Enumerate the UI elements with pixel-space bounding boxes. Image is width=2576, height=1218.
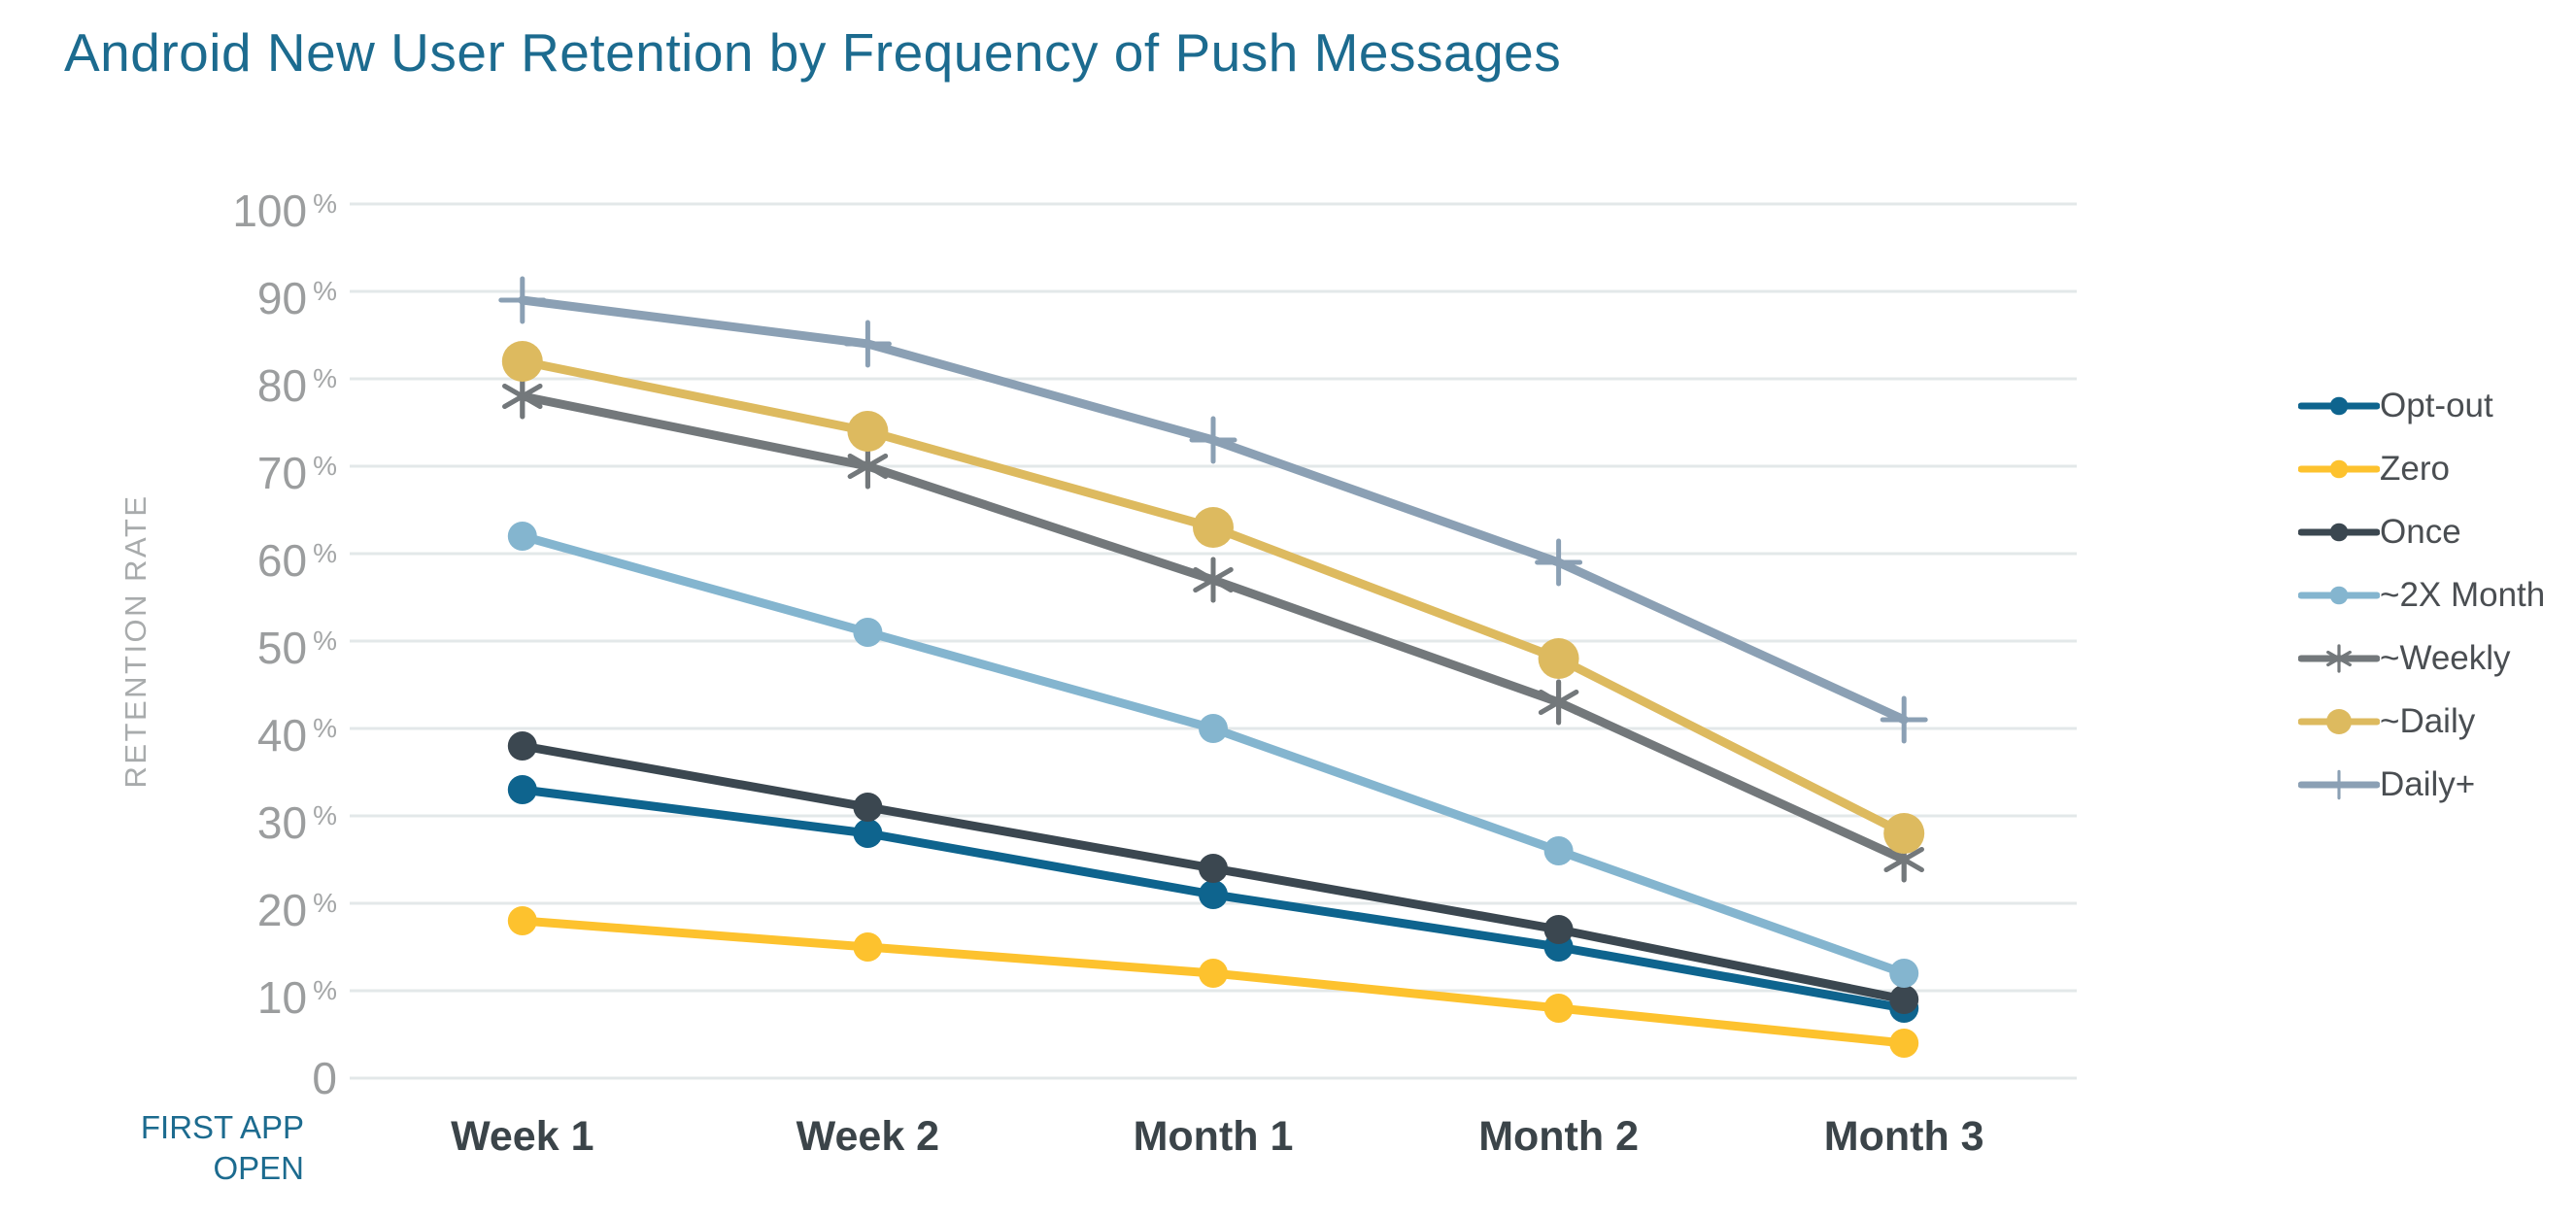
y-tick-label: 70%	[256, 448, 337, 498]
percent-sign: %	[313, 188, 337, 219]
x-label-week-2: Week 2	[796, 1113, 940, 1160]
percent-sign: %	[313, 800, 337, 830]
first-app-open-note: FIRST APP OPEN	[58, 1107, 304, 1189]
y-tick-label: 100%	[232, 186, 337, 236]
legend-swatch	[2298, 523, 2380, 542]
legend-label: Zero	[2380, 450, 2450, 488]
y-tick-label: 0	[312, 1053, 337, 1103]
first-app-open-line1: FIRST APP	[140, 1109, 304, 1145]
percent-sign: %	[313, 888, 337, 918]
legend-label: ~Daily	[2380, 702, 2476, 740]
legend-swatch	[2298, 586, 2380, 605]
legend-swatch	[2298, 644, 2380, 673]
percent-sign: %	[313, 975, 337, 1005]
y-tick-label: 80%	[256, 360, 337, 411]
y-tick-label: 60%	[256, 535, 337, 586]
percent-sign: %	[313, 713, 337, 743]
percent-sign: %	[313, 276, 337, 306]
legend-label: ~2X Month	[2380, 576, 2546, 614]
legend-swatch	[2298, 459, 2380, 479]
legend-label: Opt-out	[2380, 387, 2493, 424]
y-tick-label: 20%	[256, 885, 337, 935]
legend-label: Daily+	[2380, 765, 2476, 803]
legend-label: Once	[2380, 513, 2461, 551]
series-zero	[507, 906, 1919, 1058]
legend-swatch	[2298, 396, 2380, 416]
chart-legend: Opt-out Zero Once ~2X Month ~Weekly ~Daily Dai…	[2298, 387, 2545, 829]
legend-swatch	[2298, 708, 2380, 735]
legend-item-opt-out: Opt-out	[2298, 387, 2545, 425]
y-tick-label: 10%	[256, 972, 337, 1023]
first-app-open-line2: OPEN	[213, 1150, 304, 1186]
series-opt-out	[507, 775, 1919, 1023]
y-tick-label: 40%	[256, 710, 337, 761]
percent-sign: %	[313, 363, 337, 393]
percent-sign: %	[313, 451, 337, 481]
legend-item--weekly: ~Weekly	[2298, 639, 2545, 678]
percent-sign: %	[313, 626, 337, 656]
percent-sign: %	[313, 538, 337, 568]
legend-item--daily: ~Daily	[2298, 702, 2545, 741]
series--daily	[501, 341, 1925, 854]
x-label-month-3: Month 3	[1823, 1113, 1984, 1160]
legend-label: ~Weekly	[2380, 639, 2511, 677]
legend-item--2x-month: ~2X Month	[2298, 576, 2545, 615]
x-label-month-2: Month 2	[1478, 1113, 1639, 1160]
retention-line-chart	[350, 202, 2077, 1080]
legend-item-daily-: Daily+	[2298, 765, 2545, 804]
series--2x-month	[507, 522, 1919, 988]
series--weekly	[502, 373, 1924, 883]
page-title: Android New User Retention by Frequency …	[64, 22, 1562, 83]
x-label-month-1: Month 1	[1133, 1113, 1294, 1160]
series-once	[507, 731, 1919, 1014]
x-label-week-1: Week 1	[451, 1113, 594, 1160]
legend-item-once: Once	[2298, 513, 2545, 552]
legend-swatch	[2298, 769, 2380, 800]
y-tick-label: 50%	[256, 623, 337, 673]
y-tick-label: 30%	[256, 797, 337, 848]
series-daily-	[498, 276, 1928, 744]
y-tick-label: 90%	[256, 273, 337, 323]
legend-item-zero: Zero	[2298, 450, 2545, 489]
